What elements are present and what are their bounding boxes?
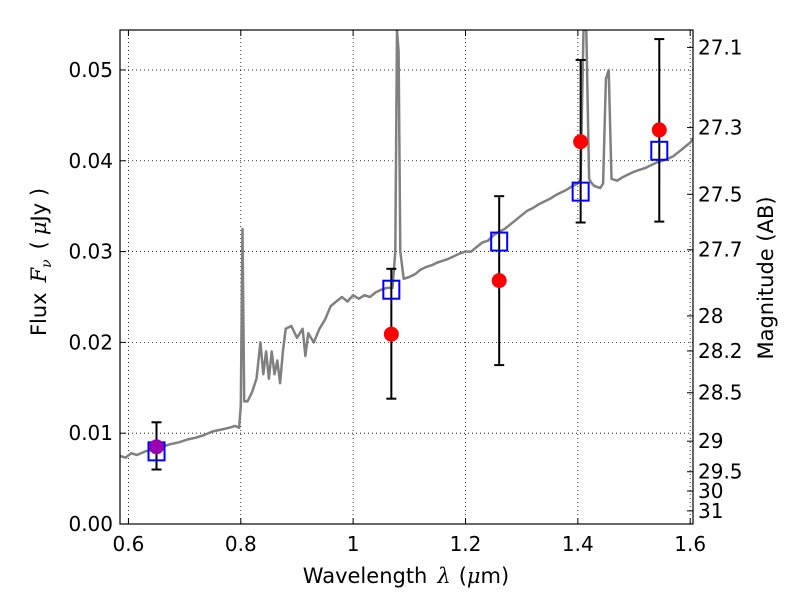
model-flux-square (382, 279, 401, 300)
y-tick-label: 0.03 (68, 240, 113, 264)
observed-flux-point (651, 122, 667, 138)
y-axis-label: FluxFν(μJy ) (27, 188, 55, 336)
model-spectrum-line (120, 30, 693, 459)
observed-flux-point (491, 273, 507, 289)
model-flux-square (490, 231, 509, 252)
observed-flux-point (383, 326, 399, 342)
y2-tick-label: 27.7 (698, 238, 743, 262)
observed-flux-point (573, 134, 589, 150)
x-tick-label: 1 (347, 532, 360, 556)
y-tick-label: 0.00 (68, 512, 113, 536)
y2-tick-label: 28.2 (698, 339, 743, 363)
x-tick-label: 1.6 (674, 532, 706, 556)
y2-tick-label: 28.5 (698, 381, 743, 405)
y2-tick-label: 28 (698, 304, 723, 328)
ticks (120, 30, 693, 525)
tick-labels: 0.6 0.8 1 1.2 1.4 1.6 0.00 0.01 0.02 0.03 0.04 0.05… (68, 35, 742, 556)
y2-tick-label: 27.5 (698, 182, 743, 206)
y2-tick-label: 29 (698, 429, 723, 453)
y2-tick-label: 27.1 (698, 35, 743, 59)
x-tick-label: 1.2 (450, 532, 482, 556)
x-tick-label: 0.8 (225, 532, 257, 556)
model-flux-square (650, 140, 669, 161)
plot-area (120, 30, 693, 471)
y2-tick-label: 27.3 (698, 116, 743, 140)
y2-tick-label: 30 (698, 479, 723, 503)
x-tick-label: 0.6 (113, 532, 145, 556)
y-tick-label: 0.04 (68, 149, 113, 173)
model-flux-square (571, 181, 590, 202)
y2-tick-label: 29.5 (698, 460, 743, 484)
y-tick-label: 0.02 (68, 330, 113, 354)
x-tick-label: 1.4 (562, 532, 594, 556)
y-tick-label: 0.01 (68, 421, 113, 445)
blended-flux-point (149, 439, 165, 455)
y2-tick-label: 31 (698, 499, 723, 523)
plot-frame (119, 29, 694, 525)
x-axis-label: Wavelength λ (μm) (303, 564, 509, 588)
y-tick-label: 0.05 (68, 58, 113, 82)
y2-axis-label: Magnitude (AB) (754, 196, 778, 359)
